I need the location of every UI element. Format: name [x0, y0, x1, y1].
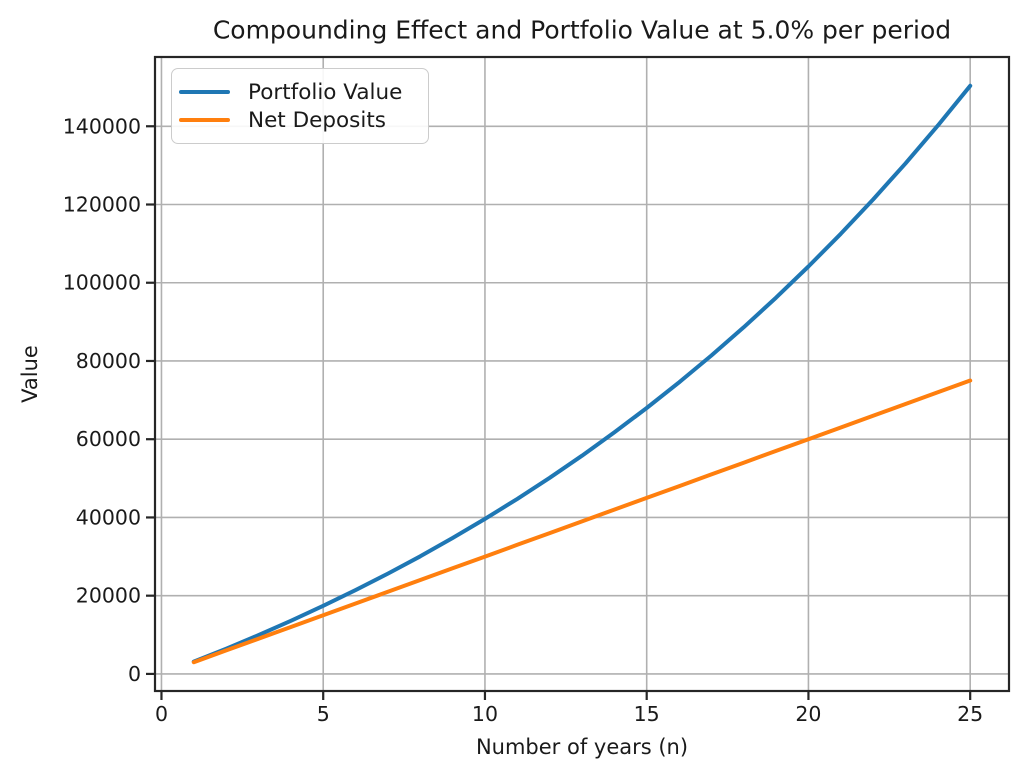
legend-line-swatch-net-deposits: [179, 118, 230, 122]
x-tick-label: 25: [957, 702, 983, 726]
gridlines: [155, 57, 1009, 691]
y-tick-label: 20000: [76, 584, 141, 608]
legend-label: Portfolio Value: [248, 79, 403, 105]
chart-title: Compounding Effect and Portfolio Value a…: [212, 15, 952, 45]
y-axis-label: Value: [18, 345, 42, 403]
y-tick-label: 80000: [76, 349, 141, 373]
tick-marks: [146, 125, 972, 700]
y-tick-label: 40000: [76, 505, 141, 529]
legend-line-swatch-portfolio-value: [179, 90, 230, 94]
x-tick-label: 10: [472, 702, 498, 726]
x-tick-label: 5: [317, 702, 330, 726]
y-tick-label: 0: [128, 662, 141, 686]
legend-item: Portfolio Value: [179, 80, 416, 105]
x-tick-label: 15: [634, 702, 660, 726]
legend-item: Net Deposits: [179, 108, 416, 133]
legend-label: Net Deposits: [248, 107, 386, 133]
legend: Portfolio Value Net Deposits: [171, 68, 429, 144]
tick-labels: 0 5 10 15 20 25 0 20000 40000 60000 80000 100000 120…: [63, 114, 983, 726]
x-axis-label: Number of years (n): [475, 735, 689, 759]
x-tick-label: 0: [155, 702, 168, 726]
x-tick-label: 20: [795, 702, 821, 726]
y-tick-label: 100000: [63, 271, 141, 295]
y-tick-label: 60000: [76, 427, 141, 451]
series-line-net-deposits: [191, 378, 973, 665]
y-tick-label: 140000: [63, 114, 141, 138]
series-line-portfolio-value: [191, 83, 973, 664]
plot-frame: [153, 55, 1011, 693]
y-tick-label: 120000: [63, 193, 141, 217]
